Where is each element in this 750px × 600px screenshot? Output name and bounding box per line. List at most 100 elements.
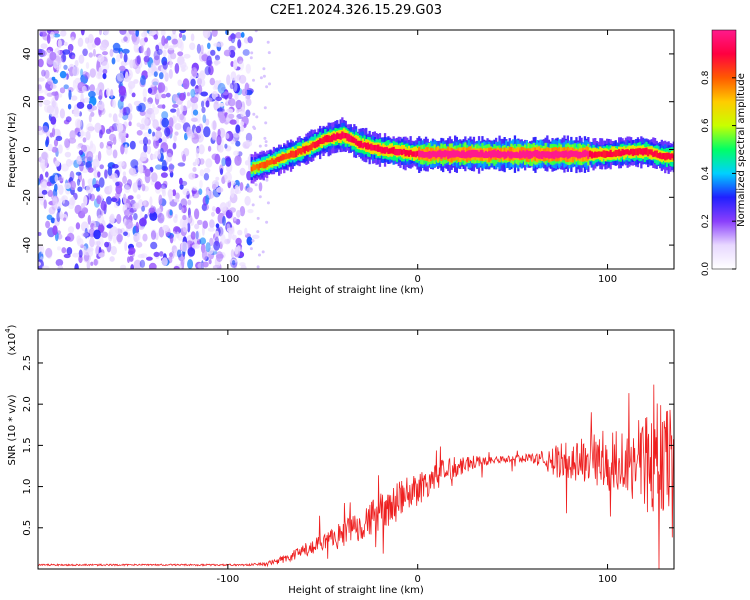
- noise-cell: [167, 189, 173, 199]
- noise-cell: [56, 211, 61, 223]
- noise-dot: [252, 78, 255, 82]
- noise-cell: [75, 222, 81, 230]
- ridge-cell: [667, 152, 670, 159]
- ridge-cell: [657, 153, 660, 159]
- noise-cell: [124, 143, 128, 155]
- ridge-cell: [580, 152, 583, 158]
- ridge-cell: [365, 143, 368, 150]
- noise-cell: [143, 143, 148, 153]
- noise-cell: [108, 113, 112, 118]
- ridge-cell: [360, 140, 363, 148]
- noise-cell: [86, 151, 94, 162]
- ridge-cell: [628, 150, 631, 156]
- noise-cell: [111, 99, 116, 109]
- noise-cell: [93, 258, 98, 266]
- noise-cell: [245, 109, 251, 118]
- noise-cell: [137, 180, 142, 191]
- noise-cell: [230, 71, 237, 81]
- noise-cell: [210, 49, 216, 56]
- noise-cell: [133, 259, 142, 269]
- noise-cell: [119, 65, 126, 72]
- noise-cell: [136, 231, 141, 241]
- noise-cell: [240, 32, 245, 38]
- colorbar-tick-label: 0.2: [701, 214, 711, 228]
- noise-cell: [168, 163, 174, 174]
- noise-cell: [172, 142, 177, 150]
- noise-cell: [85, 62, 90, 69]
- noise-cell: [229, 82, 235, 90]
- ridge-cell: [279, 155, 282, 161]
- ridge-cell: [406, 150, 409, 156]
- noise-cell: [195, 147, 199, 159]
- ridge-cell: [438, 149, 441, 157]
- noise-cell: [130, 264, 135, 269]
- noise-cell: [195, 230, 199, 240]
- noise-cell: [176, 107, 180, 117]
- noise-cell: [247, 36, 253, 44]
- snr-y-multiplier: (x104): [4, 324, 18, 355]
- noise-cell: [135, 221, 139, 233]
- noise-cell: [174, 131, 179, 136]
- noise-cell: [81, 85, 87, 93]
- ridge-cell: [503, 151, 506, 159]
- noise-dot: [268, 82, 271, 86]
- snr-x-ticks: -100 0 100: [216, 330, 617, 585]
- ridge-cell: [465, 151, 469, 158]
- noise-cell: [127, 195, 134, 200]
- noise-dot: [256, 216, 260, 220]
- noise-cell: [71, 95, 78, 101]
- noise-cell: [152, 131, 156, 137]
- ridge-cell: [459, 151, 462, 158]
- ridge-cell: [395, 149, 399, 156]
- snr-y-multiplier-exponent: 4: [4, 328, 12, 333]
- chart-title: C2E1.2024.326.15.29.G03: [270, 3, 442, 18]
- ridge-cell: [322, 136, 325, 144]
- noise-dot: [258, 144, 262, 148]
- noise-cell: [162, 60, 168, 70]
- ridge-cell: [653, 150, 657, 157]
- y-tick-label: -40: [22, 237, 33, 253]
- ridge-cell: [260, 162, 264, 168]
- ridge-cell: [565, 150, 568, 157]
- noise-cell: [161, 111, 169, 120]
- noise-cell: [209, 77, 215, 86]
- noise-cell: [139, 259, 146, 268]
- noise-cell: [201, 249, 208, 261]
- noise-cell: [89, 68, 97, 78]
- ridge-cell: [289, 150, 293, 158]
- noise-cell: [107, 166, 113, 176]
- ridge-cell: [336, 132, 339, 140]
- noise-cell: [99, 30, 102, 36]
- noise-cell: [183, 147, 190, 157]
- ridge-cell: [671, 153, 674, 159]
- noise-cell: [177, 79, 183, 87]
- noise-cell: [235, 124, 241, 134]
- noise-cell: [120, 264, 127, 269]
- noise-cell: [215, 251, 224, 263]
- ridge-cell: [455, 150, 458, 157]
- noise-cell: [182, 214, 187, 221]
- snr-series: [38, 384, 674, 569]
- noise-cell: [129, 59, 134, 69]
- ridge-cell: [594, 151, 597, 158]
- ridge-cell: [479, 150, 482, 158]
- noise-cell: [89, 140, 94, 149]
- noise-cell: [169, 234, 174, 244]
- noise-cell: [124, 184, 131, 194]
- noise-dot: [263, 136, 267, 140]
- ridge-cell: [252, 164, 255, 171]
- ridge-cell: [561, 150, 564, 158]
- noise-cell: [200, 91, 208, 97]
- noise-cell: [124, 209, 130, 217]
- noise-cell: [60, 213, 68, 221]
- noise-cell: [88, 114, 92, 123]
- noise-cell: [233, 217, 237, 221]
- ridge-cell: [551, 151, 554, 159]
- ridge-cell: [462, 150, 465, 158]
- noise-cell: [45, 220, 51, 229]
- noise-cell: [153, 138, 160, 149]
- ridge-cell: [536, 149, 539, 159]
- noise-cell: [159, 251, 164, 257]
- ridge-cell: [460, 150, 464, 159]
- noise-cell: [151, 107, 160, 115]
